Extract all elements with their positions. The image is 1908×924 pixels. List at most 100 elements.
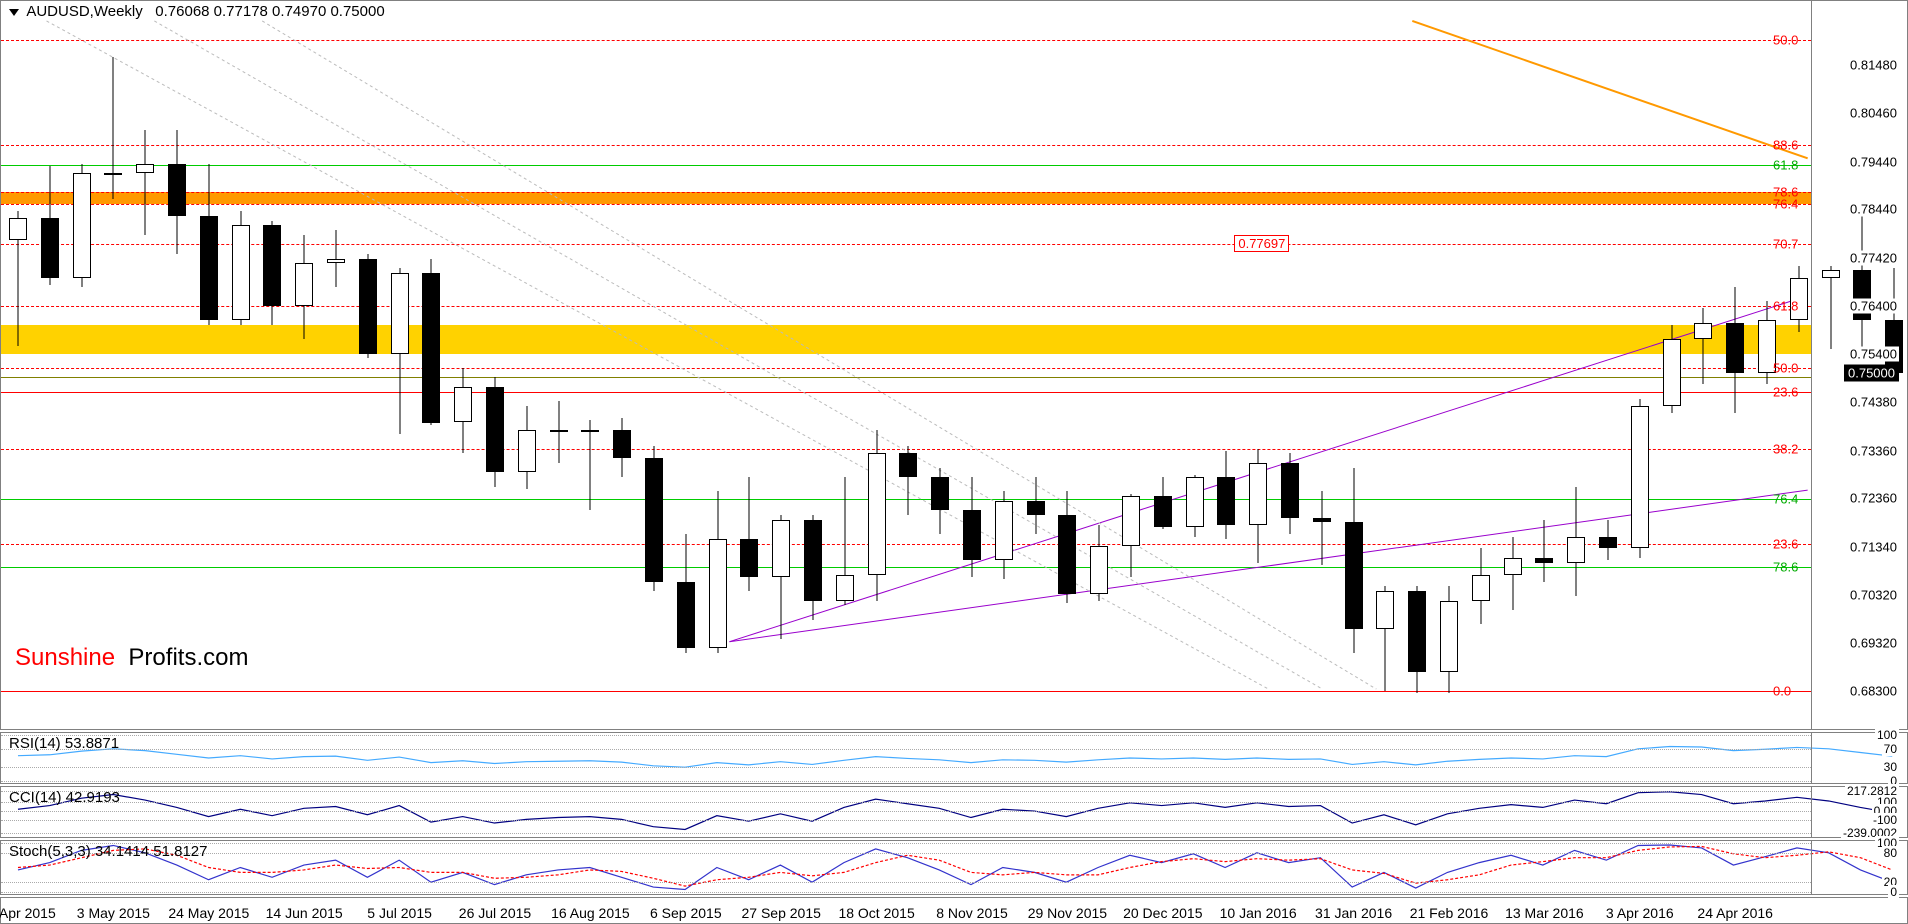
rsi-svg <box>1 733 1907 783</box>
candle <box>391 268 409 434</box>
candle <box>836 477 854 605</box>
stoch-header: Stoch(5,3,3) 34.1414 51.8127 <box>9 843 208 860</box>
candle <box>1345 468 1363 653</box>
candle <box>963 477 981 577</box>
fib-label: 50.0 <box>1771 360 1800 375</box>
candle <box>1313 491 1331 565</box>
y-tick: 0.76400 <box>1848 299 1899 314</box>
candle <box>1217 451 1235 539</box>
candle <box>1567 487 1585 596</box>
x-tick: 24 May 2015 <box>168 905 249 921</box>
candle <box>1726 287 1744 413</box>
fib-label: 78.6 <box>1771 560 1800 575</box>
fib-label: 0.0 <box>1771 683 1793 698</box>
price-panel-header: AUDUSD,Weekly 0.76068 0.77178 0.74970 0.… <box>9 3 385 20</box>
x-tick: 5 Jul 2015 <box>367 905 432 921</box>
candle <box>1027 477 1045 534</box>
y-tick: 0.81480 <box>1848 57 1899 72</box>
candle <box>1535 520 1553 582</box>
price-textbox: 0.77697 <box>1234 235 1289 252</box>
candle <box>1058 491 1076 603</box>
x-tick: 16 Aug 2015 <box>551 905 630 921</box>
y-tick: 0.71340 <box>1848 539 1899 554</box>
stoch-panel[interactable]: Stoch(5,3,3) 34.1414 51.8127 10080200 <box>0 840 1908 895</box>
candle <box>359 254 377 359</box>
fib-label: 23.6 <box>1771 384 1800 399</box>
y-tick: 0.78440 <box>1848 202 1899 217</box>
current-price-tag: 0.75000 <box>1844 364 1899 381</box>
ohlc-label: 0.76068 0.77178 0.74970 0.75000 <box>155 3 384 20</box>
candle <box>1822 266 1840 349</box>
candle <box>1376 586 1394 691</box>
candle <box>740 477 758 591</box>
price-chart-svg <box>1 1 1907 729</box>
candle <box>422 259 440 425</box>
candle <box>1440 586 1458 693</box>
x-tick: 29 Nov 2015 <box>1028 905 1107 921</box>
fib-label: 70.7 <box>1771 237 1800 252</box>
candle <box>899 446 917 515</box>
x-tick: 21 Feb 2016 <box>1410 905 1489 921</box>
y-tick: 0.72360 <box>1848 491 1899 506</box>
y-tick: 0.70320 <box>1848 588 1899 603</box>
fib-label: 61.8 <box>1771 299 1800 314</box>
candle <box>1281 453 1299 534</box>
y-tick: 0.75400 <box>1848 346 1899 361</box>
x-tick: 24 Apr 2016 <box>1697 905 1773 921</box>
x-tick: 14 Jun 2015 <box>266 905 343 921</box>
x-tick: 26 Jul 2015 <box>459 905 531 921</box>
fib-label: 88.6 <box>1771 137 1800 152</box>
fib-label: 76.4 <box>1771 196 1800 211</box>
watermark: Sunshine Profits.com <box>15 644 248 672</box>
candle <box>868 430 886 601</box>
candle <box>168 130 186 254</box>
fib-label: 23.6 <box>1771 536 1800 551</box>
price-panel[interactable]: AUDUSD,Weekly 0.76068 0.77178 0.74970 0.… <box>0 0 1908 730</box>
candle <box>1599 520 1617 560</box>
fib-label: 38.2 <box>1771 441 1800 456</box>
candle <box>1122 494 1140 577</box>
y-tick: 0.77420 <box>1848 250 1899 265</box>
candle <box>73 164 91 288</box>
candle <box>709 491 727 653</box>
candle <box>677 534 695 653</box>
candle <box>995 491 1013 579</box>
y-tick: 0.79440 <box>1848 154 1899 169</box>
fib-label: 61.8 <box>1771 157 1800 172</box>
stoch-svg <box>1 841 1907 894</box>
x-tick: 31 Jan 2016 <box>1315 905 1392 921</box>
x-tick: 12 Apr 2015 <box>0 905 56 921</box>
dropdown-icon[interactable] <box>9 9 19 16</box>
x-tick: 3 May 2015 <box>77 905 150 921</box>
candle <box>1154 477 1172 529</box>
fib-label: 76.4 <box>1771 491 1800 506</box>
y-tick: 0.80460 <box>1848 106 1899 121</box>
candle <box>1631 399 1649 558</box>
candle <box>772 515 790 639</box>
candle <box>581 420 599 510</box>
cci-panel[interactable]: CCI(14) 42.9193 217.28121000.00-100-239.… <box>0 786 1908 838</box>
candle <box>518 406 536 489</box>
x-tick: 20 Dec 2015 <box>1123 905 1202 921</box>
candle <box>1408 586 1426 693</box>
candle <box>613 418 631 477</box>
rsi-header: RSI(14) 53.8871 <box>9 735 119 752</box>
x-tick: 6 Sep 2015 <box>650 905 722 921</box>
candle <box>1090 525 1108 601</box>
candle <box>263 221 281 326</box>
x-tick: 13 Mar 2016 <box>1505 905 1584 921</box>
candle <box>1472 548 1490 624</box>
x-tick: 10 Jan 2016 <box>1220 905 1297 921</box>
candle <box>1504 537 1522 611</box>
candle <box>454 368 472 454</box>
candle <box>232 211 250 325</box>
y-tick: 0.69320 <box>1848 635 1899 650</box>
xaxis-panel: 12 Apr 2015 3 May 2015 24 May 2015 14 Jun 2… <box>0 897 1908 924</box>
rsi-panel[interactable]: RSI(14) 53.8871 10070300 <box>0 732 1908 784</box>
candle <box>200 164 218 326</box>
y-tick: 0.74380 <box>1848 395 1899 410</box>
candle <box>486 377 504 486</box>
symbol-label: AUDUSD,Weekly <box>26 3 142 20</box>
fib-label: 50.0 <box>1771 33 1800 48</box>
chart-root: AUDUSD,Weekly 0.76068 0.77178 0.74970 0.… <box>0 0 1908 924</box>
